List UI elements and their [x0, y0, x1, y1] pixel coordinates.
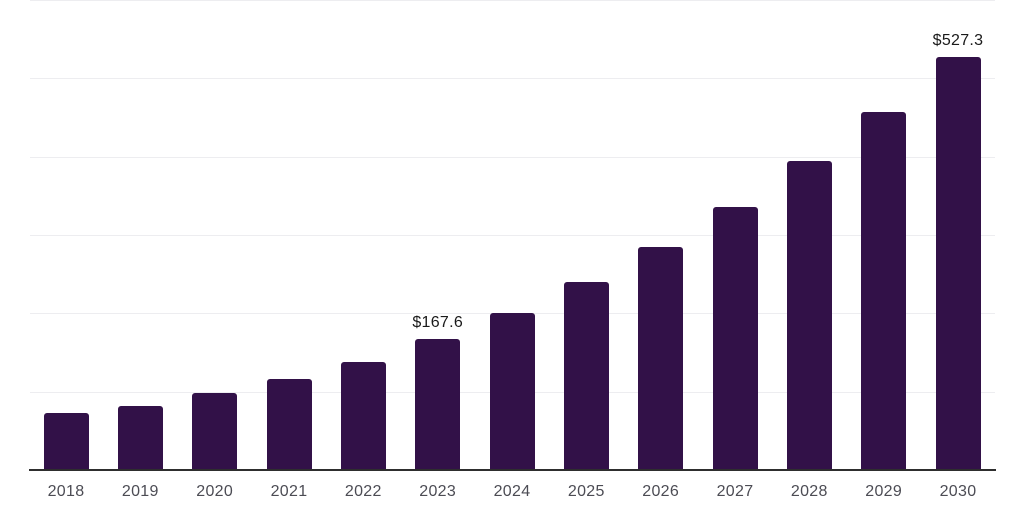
bar-2024	[489, 313, 535, 470]
x-tick-label-2025: 2025	[567, 483, 605, 500]
bar-2028	[786, 160, 832, 470]
x-axis: 2018 2019 2020 2021 2022 2023 2024 2025 2026 2027…	[30, 483, 995, 507]
x-axis-line	[29, 469, 996, 471]
gridline-600	[30, 0, 995, 1]
x-tick-label-2022: 2022	[344, 483, 382, 500]
bar-2019	[117, 405, 163, 470]
bar-2018	[43, 413, 89, 470]
gridline-500	[30, 78, 995, 79]
x-tick-label-2030: 2030	[939, 483, 977, 500]
x-tick-label-2020: 2020	[196, 483, 234, 500]
x-tick-label-2024: 2024	[493, 483, 531, 500]
plot-area: $167.6 $527.3	[30, 0, 995, 470]
bar-2026	[638, 247, 684, 470]
bar-2025	[563, 281, 609, 470]
bar-value-label-2030: $527.3	[932, 31, 984, 49]
x-tick-label-2028: 2028	[790, 483, 828, 500]
x-tick-label-2023: 2023	[419, 483, 457, 500]
x-tick-label-2018: 2018	[47, 483, 85, 500]
x-tick-label-2026: 2026	[642, 483, 680, 500]
bar-2020	[192, 392, 238, 470]
bar-2022	[340, 361, 386, 470]
x-tick-label-2019: 2019	[121, 483, 159, 500]
x-tick-label-2021: 2021	[270, 483, 308, 500]
bar-2029	[861, 111, 907, 470]
bar-2023	[415, 338, 461, 470]
gridline-400	[30, 157, 995, 158]
bar-value-label-2023: $167.6	[412, 313, 464, 331]
bar-2027	[712, 207, 758, 470]
x-tick-label-2027: 2027	[716, 483, 754, 500]
bar-2030	[935, 56, 981, 470]
bar-2021	[266, 379, 312, 470]
gridline-300	[30, 235, 995, 236]
x-tick-label-2029: 2029	[865, 483, 903, 500]
